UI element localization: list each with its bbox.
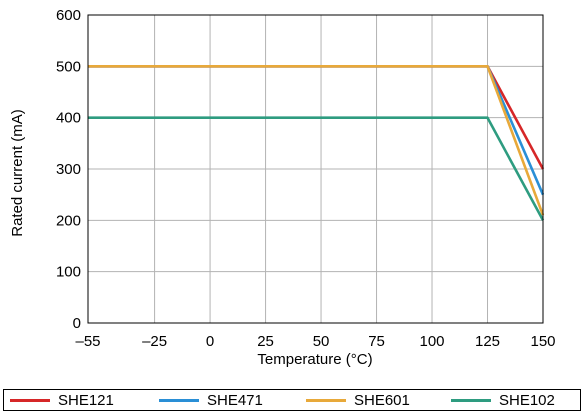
grid-lines: [87, 14, 544, 324]
x-tick-label: 150: [530, 333, 555, 350]
y-tick-label: 400: [56, 110, 81, 127]
series-line-she471: [88, 65, 545, 196]
legend-swatch: [306, 399, 346, 402]
x-tick-labels: –55 –25 0 25 50 75 100 125 150: [75, 333, 555, 350]
legend: SHE121 SHE471 SHE601 SHE102: [3, 389, 581, 411]
y-tick-label: 600: [56, 7, 81, 24]
series-line-she601: [88, 65, 545, 216]
x-tick-label: 50: [313, 333, 330, 350]
x-tick-label: –25: [142, 333, 167, 350]
legend-swatch: [451, 399, 491, 402]
x-tick-label: –55: [75, 333, 100, 350]
legend-item-she471: SHE471: [159, 392, 263, 409]
series-lines: [88, 65, 545, 221]
line-chart: –55 –25 0 25 50 75 100 125 150 0 100 200 300 400 500 6…: [9, 7, 556, 368]
y-tick-labels: 0 100 200 300 400 500 600: [56, 7, 81, 332]
y-axis-label: Rated current (mA): [9, 109, 26, 237]
x-tick-label: 25: [257, 333, 274, 350]
y-tick-label: 500: [56, 58, 81, 75]
x-axis-label: Temperature (°C): [257, 351, 372, 368]
x-tick-label: 100: [420, 333, 445, 350]
legend-swatch: [159, 399, 199, 402]
series-line-she102: [88, 116, 545, 221]
legend-swatch: [10, 399, 50, 402]
legend-item-she121: SHE121: [10, 392, 114, 409]
legend-label: SHE102: [499, 392, 555, 409]
legend-label: SHE121: [58, 392, 114, 409]
x-tick-label: 75: [368, 333, 385, 350]
x-tick-label: 0: [206, 333, 214, 350]
plot-frame: [87, 14, 544, 324]
x-tick-label: 125: [475, 333, 500, 350]
legend-item-she102: SHE102: [451, 392, 555, 409]
y-tick-label: 300: [56, 161, 81, 178]
y-tick-label: 200: [56, 212, 81, 229]
y-tick-label: 0: [73, 315, 81, 332]
y-tick-label: 100: [56, 264, 81, 281]
legend-label: SHE471: [207, 392, 263, 409]
legend-item-she601: SHE601: [306, 392, 410, 409]
legend-label: SHE601: [354, 392, 410, 409]
